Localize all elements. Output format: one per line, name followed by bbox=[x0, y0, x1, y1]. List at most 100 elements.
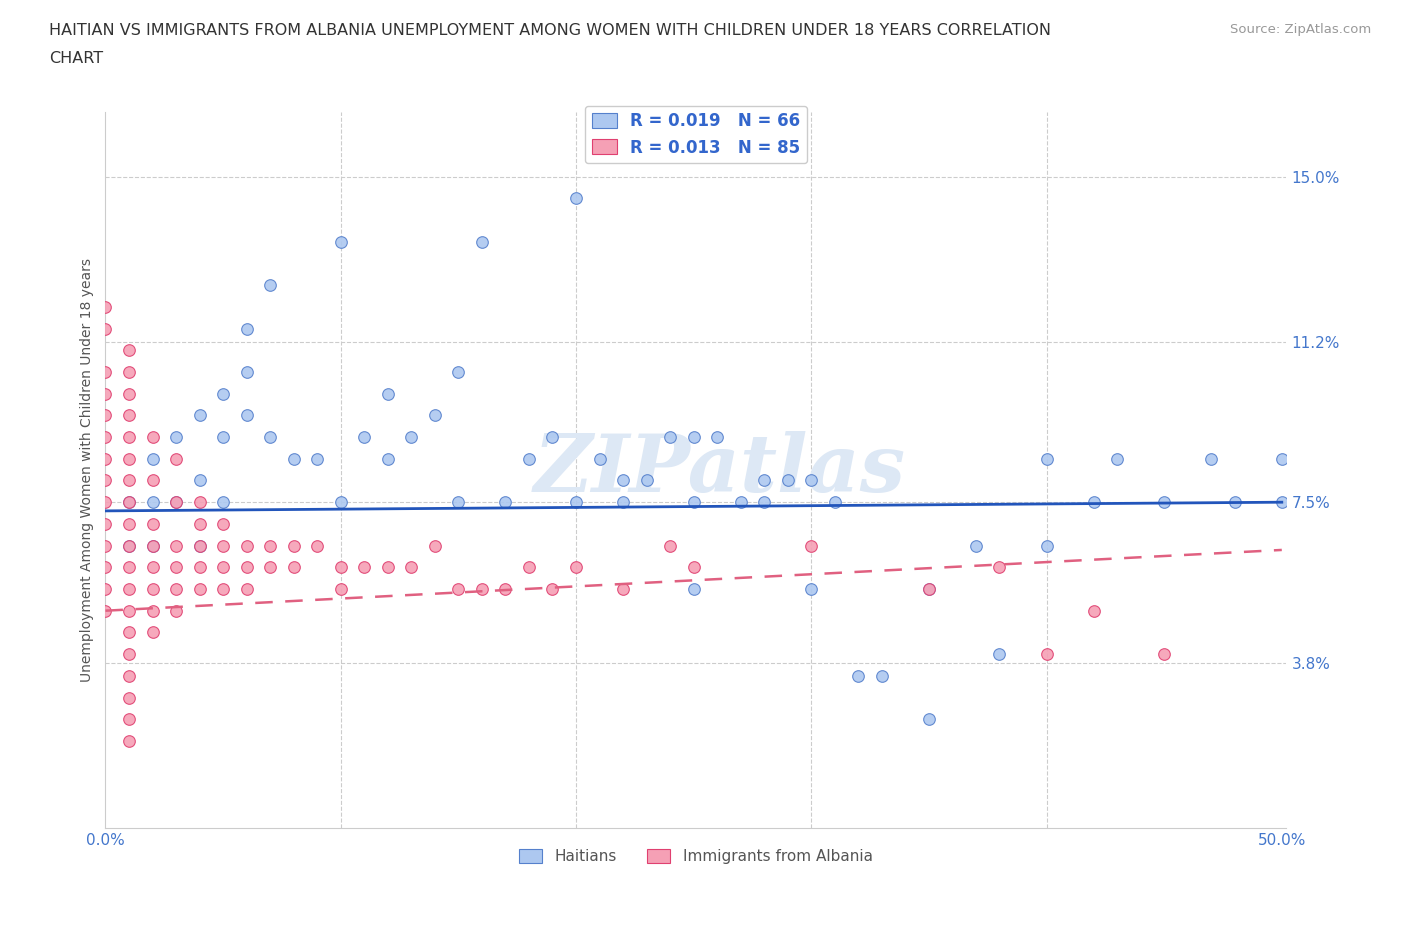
Point bbox=[188, 408, 211, 423]
Point bbox=[659, 538, 682, 553]
Point bbox=[401, 430, 423, 445]
Point bbox=[165, 604, 187, 618]
Point bbox=[259, 538, 281, 553]
Point bbox=[517, 560, 540, 575]
Point bbox=[188, 581, 211, 596]
Point bbox=[118, 581, 141, 596]
Point bbox=[118, 669, 141, 684]
Point bbox=[1271, 495, 1294, 510]
Point bbox=[212, 581, 235, 596]
Point bbox=[447, 495, 470, 510]
Point bbox=[682, 581, 704, 596]
Point bbox=[329, 495, 352, 510]
Point bbox=[754, 473, 776, 488]
Point bbox=[141, 625, 163, 640]
Point bbox=[94, 408, 117, 423]
Point bbox=[377, 560, 399, 575]
Point bbox=[141, 473, 163, 488]
Point bbox=[918, 581, 941, 596]
Point bbox=[118, 386, 141, 401]
Point bbox=[235, 321, 257, 336]
Point bbox=[235, 538, 257, 553]
Point bbox=[118, 343, 141, 358]
Point bbox=[1199, 451, 1222, 466]
Point bbox=[471, 234, 494, 249]
Point bbox=[212, 386, 235, 401]
Point bbox=[776, 473, 799, 488]
Point bbox=[259, 560, 281, 575]
Point bbox=[118, 690, 141, 705]
Point bbox=[118, 473, 141, 488]
Point bbox=[541, 581, 564, 596]
Point bbox=[94, 473, 117, 488]
Point bbox=[235, 560, 257, 575]
Point bbox=[612, 581, 634, 596]
Point bbox=[165, 560, 187, 575]
Point bbox=[517, 451, 540, 466]
Point bbox=[494, 581, 516, 596]
Legend: Haitians, Immigrants from Albania: Haitians, Immigrants from Albania bbox=[513, 843, 879, 870]
Point bbox=[494, 495, 516, 510]
Point bbox=[377, 386, 399, 401]
Point bbox=[212, 560, 235, 575]
Point bbox=[1083, 604, 1105, 618]
Point bbox=[800, 473, 823, 488]
Point bbox=[212, 516, 235, 531]
Point bbox=[118, 495, 141, 510]
Point bbox=[94, 604, 117, 618]
Point bbox=[165, 451, 187, 466]
Point bbox=[1153, 495, 1175, 510]
Point bbox=[118, 495, 141, 510]
Point bbox=[94, 451, 117, 466]
Point bbox=[141, 451, 163, 466]
Point bbox=[401, 560, 423, 575]
Point bbox=[141, 560, 163, 575]
Point bbox=[94, 495, 117, 510]
Point bbox=[94, 386, 117, 401]
Point bbox=[259, 278, 281, 293]
Point bbox=[329, 581, 352, 596]
Point bbox=[165, 495, 187, 510]
Point bbox=[212, 495, 235, 510]
Point bbox=[141, 538, 163, 553]
Point bbox=[118, 625, 141, 640]
Point bbox=[965, 538, 987, 553]
Point bbox=[141, 538, 163, 553]
Point bbox=[141, 495, 163, 510]
Point bbox=[1271, 451, 1294, 466]
Point bbox=[283, 451, 305, 466]
Point bbox=[235, 365, 257, 379]
Point bbox=[612, 473, 634, 488]
Point bbox=[423, 408, 446, 423]
Point bbox=[541, 430, 564, 445]
Point bbox=[1035, 646, 1057, 661]
Point bbox=[94, 538, 117, 553]
Point bbox=[165, 430, 187, 445]
Point bbox=[447, 581, 470, 596]
Point bbox=[353, 430, 375, 445]
Point bbox=[329, 560, 352, 575]
Point bbox=[988, 646, 1011, 661]
Point bbox=[682, 560, 704, 575]
Point bbox=[800, 581, 823, 596]
Point bbox=[754, 495, 776, 510]
Point bbox=[682, 495, 704, 510]
Point bbox=[471, 581, 494, 596]
Point bbox=[94, 365, 117, 379]
Point bbox=[118, 646, 141, 661]
Point bbox=[188, 495, 211, 510]
Point bbox=[1083, 495, 1105, 510]
Point bbox=[659, 430, 682, 445]
Point bbox=[118, 516, 141, 531]
Point bbox=[165, 581, 187, 596]
Point bbox=[846, 669, 869, 684]
Point bbox=[141, 430, 163, 445]
Point bbox=[706, 430, 728, 445]
Point bbox=[636, 473, 658, 488]
Point bbox=[118, 711, 141, 726]
Point bbox=[118, 734, 141, 749]
Point bbox=[307, 451, 329, 466]
Point bbox=[1035, 538, 1057, 553]
Point bbox=[307, 538, 329, 553]
Point bbox=[870, 669, 893, 684]
